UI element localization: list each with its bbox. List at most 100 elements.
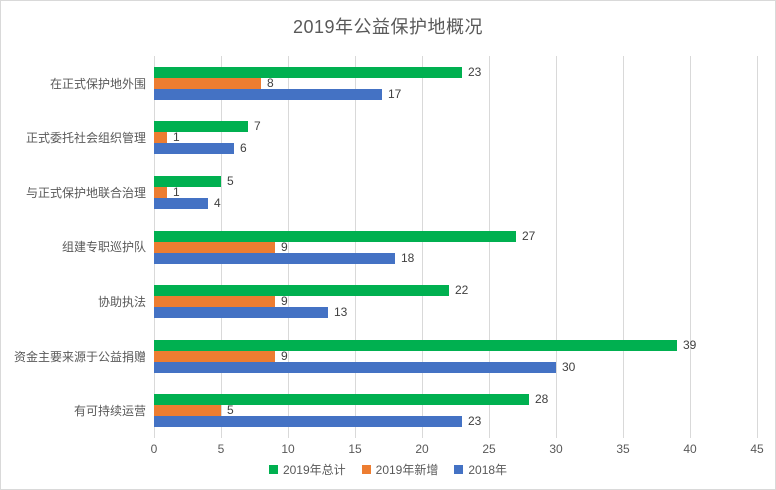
legend: 2019年总计 2019年新增 2018年 [1,459,775,479]
gridline [422,56,423,438]
category-label: 正式委托社会组织管理 [25,131,146,146]
data-label: 23 [468,64,482,79]
data-label: 13 [334,305,348,320]
category-axis: 在正式保护地外围正式委托社会组织管理 与正式保护地联合治理组建专职巡护队协助执法资… [1,56,146,438]
data-label: 8 [267,75,274,90]
legend-label: 2019年新增 [375,462,439,477]
category-label: 有可持续运营 [73,404,146,419]
data-label: 23 [468,414,482,429]
bar-series-1 [154,132,167,144]
bar-line: 27 [154,228,757,243]
bar-series-1 [154,350,275,362]
legend-item: 2018年 [454,461,507,478]
bar-series-2 [154,416,462,428]
bar-series-0 [154,175,221,187]
bar-series-1 [154,241,275,253]
bar-line: 1 [154,184,757,199]
bar-line: 28 [154,392,757,407]
x-tick-label: 25 [482,442,496,456]
category-label: 协助执法 [97,295,146,310]
bar-line: 22 [154,283,757,298]
data-label: 5 [227,403,234,418]
value-axis: 0 5 10 15 20 25 30 35 40 45 [150,442,764,458]
legend-label: 2019年总计 [282,462,346,477]
x-tick-label: 40 [683,442,697,456]
gridline [623,56,624,438]
bar-line: 1 [154,130,757,145]
bar-series-1 [154,186,167,198]
bar-series-1 [154,296,275,308]
data-label: 4 [214,195,221,210]
x-tick-label: 5 [217,442,225,456]
legend-marker-icon [454,464,464,474]
bar-group: 28 5 23 [154,392,757,429]
bar-series-0 [154,230,516,242]
data-label: 22 [455,283,469,298]
category-label: 与正式保护地联合治理 [25,185,146,200]
data-label: 18 [401,250,415,265]
category-label: 资金主要来源于公益捐赠 [13,349,146,364]
data-label: 7 [254,119,261,134]
data-label: 28 [535,392,549,407]
bar-series-0 [154,339,677,351]
bar-group: 23 8 17 [154,64,757,101]
bar-series-0 [154,285,449,297]
gridline [489,56,490,438]
category-label: 在正式保护地外围 [49,76,146,91]
bar-series-1 [154,405,221,417]
gridline [757,56,758,438]
data-label: 1 [173,184,180,199]
data-label: 9 [281,348,288,363]
bar-line: 4 [154,195,757,210]
bar-series-2 [154,307,328,319]
bar-series-0 [154,121,248,133]
bar-line: 18 [154,250,757,265]
bar-line: 9 [154,239,757,254]
x-tick-label: 30 [549,442,563,456]
category-label: 组建专职巡护队 [61,240,146,255]
data-label: 9 [281,294,288,309]
gridline [556,56,557,438]
bar-series-2 [154,197,208,209]
bar-group: 39 9 30 [154,337,757,374]
bar-line: 17 [154,86,757,101]
gridline [355,56,356,438]
data-label: 17 [388,86,402,101]
legend-label: 2018年 [468,462,508,477]
bar-group: 5 1 4 [154,173,757,210]
chart-title: 2019年公益保护地概况 [292,17,484,37]
bar-line: 7 [154,119,757,134]
data-label: 5 [227,173,234,188]
plot-area: 23 8 17 7 1 6 5 1 4 27 9 18 22 9 13 39 9 30 28 5 23 [154,56,758,438]
bar-line: 6 [154,141,757,156]
data-label: 30 [562,359,576,374]
x-tick-label: 10 [281,442,295,456]
legend-marker-icon [268,464,278,474]
x-tick-label: 15 [348,442,362,456]
x-tick-label: 0 [150,442,158,456]
bar-line: 8 [154,75,757,90]
legend-marker-icon [361,464,371,474]
bar-line: 5 [154,173,757,188]
bar-line: 5 [154,403,757,418]
data-label: 39 [683,337,697,352]
data-label: 6 [240,141,247,156]
legend-item: 2019年新增 [361,461,439,478]
bar-series-1 [154,77,261,89]
legend-item: 2019年总计 [268,461,346,478]
bar-series-0 [154,66,462,78]
bar-line: 23 [154,414,757,429]
bar-series-0 [154,394,529,406]
bar-line: 9 [154,294,757,309]
bar-group: 27 9 18 [154,228,757,265]
data-label: 27 [522,228,536,243]
bar-series-2 [154,361,556,373]
bar-line: 30 [154,359,757,374]
bar-line: 23 [154,64,757,79]
x-tick-label: 45 [750,442,764,456]
bar-series-2 [154,143,234,155]
data-label: 1 [173,130,180,145]
bar-group: 22 9 13 [154,283,757,320]
data-label: 9 [281,239,288,254]
